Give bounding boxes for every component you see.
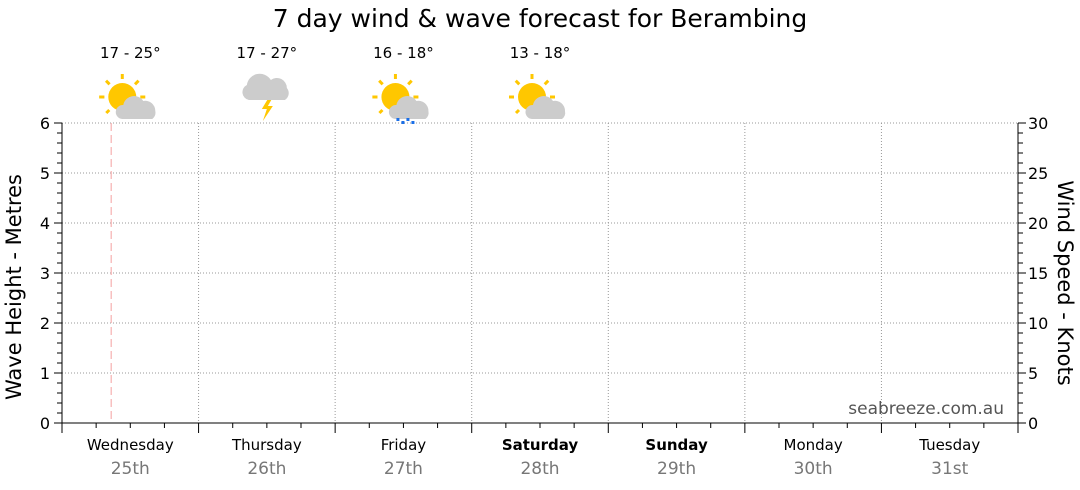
- left-tick-label: 3: [40, 264, 50, 283]
- watermark: seabreeze.com.au: [848, 399, 1004, 419]
- left-tick-label: 5: [40, 164, 50, 183]
- right-tick-label: 20: [1028, 214, 1048, 233]
- sun-ray: [104, 79, 111, 86]
- day-name-label: Thursday: [231, 436, 302, 454]
- day-name-label: Saturday: [502, 436, 579, 454]
- left-tick-label: 6: [40, 114, 50, 133]
- right-tick-label: 15: [1028, 264, 1048, 283]
- left-axis-title: Wave Height - Metres: [2, 174, 26, 400]
- left-tick-label: 0: [40, 414, 50, 433]
- sun-ray: [407, 79, 413, 86]
- rain-drop: [406, 118, 410, 121]
- right-axis-title: Wind Speed - Knots: [1053, 180, 1077, 385]
- day-date-label: 31st: [931, 459, 968, 479]
- right-tick-label: 0: [1028, 414, 1038, 433]
- right-tick-label: 30: [1028, 114, 1048, 133]
- partly-cloudy-icon: [509, 74, 566, 119]
- sun-ray: [514, 79, 521, 86]
- sun-ray: [543, 79, 550, 86]
- cloud: [525, 96, 566, 119]
- lightning-bolt: [261, 99, 273, 121]
- day-name-label: Sunday: [645, 436, 708, 454]
- left-tick-label: 2: [40, 314, 50, 333]
- left-tick-label: 4: [40, 214, 50, 233]
- showers-icon: [372, 74, 429, 124]
- sun-ray: [378, 108, 384, 115]
- sun-ray: [514, 108, 521, 115]
- day-date-label: 28th: [520, 459, 559, 479]
- day-date-label: 25th: [111, 459, 150, 479]
- day-date-label: 27th: [384, 459, 423, 479]
- right-tick-label: 10: [1028, 314, 1048, 333]
- day-date-label: 29th: [657, 459, 696, 479]
- temperature-range: 13 - 18°: [510, 44, 571, 62]
- cloud: [388, 96, 429, 119]
- right-tick-label: 5: [1028, 364, 1038, 383]
- day-name-label: Friday: [381, 436, 427, 454]
- day-name-label: Monday: [784, 436, 843, 454]
- temperature-range: 17 - 25°: [100, 44, 161, 62]
- rain-drop: [396, 118, 400, 121]
- cloud: [115, 96, 156, 119]
- day-name-label: Wednesday: [87, 436, 174, 454]
- left-tick-label: 1: [40, 364, 50, 383]
- rain-drop: [401, 121, 405, 124]
- temperature-range: 16 - 18°: [373, 44, 434, 62]
- sun-ray: [378, 79, 384, 86]
- cloud: [242, 73, 289, 100]
- chart-title: 7 day wind & wave forecast for Berambing: [272, 4, 808, 33]
- day-date-label: 26th: [247, 459, 286, 479]
- sun-ray: [133, 79, 140, 86]
- sun-ray: [105, 108, 111, 115]
- partly-cloudy-icon: [99, 74, 156, 119]
- right-tick-label: 25: [1028, 164, 1048, 183]
- storm-icon: [242, 73, 289, 121]
- rain-drop: [411, 121, 415, 124]
- day-date-label: 30th: [794, 459, 833, 479]
- day-name-label: Tuesday: [918, 436, 980, 454]
- temperature-range: 17 - 27°: [237, 44, 298, 62]
